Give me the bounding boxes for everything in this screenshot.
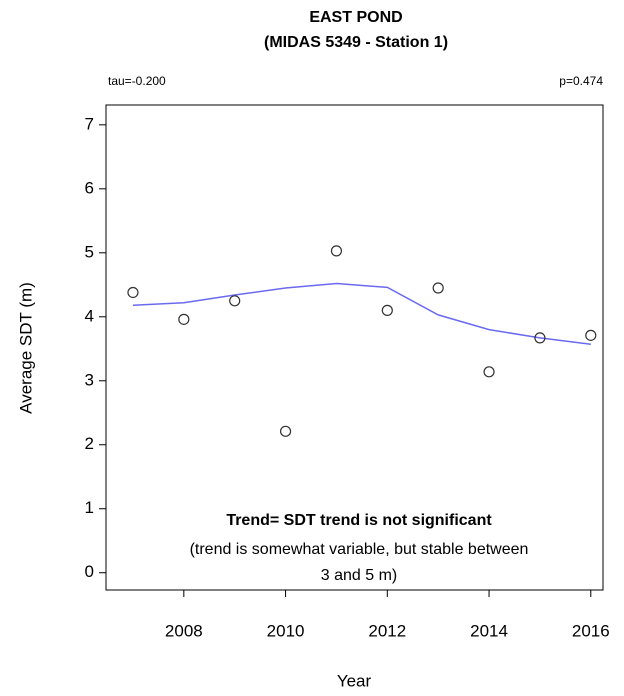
y-axis-label: Average SDT (m)	[16, 282, 35, 414]
x-axis-label: Year	[337, 671, 372, 690]
y-tick-label: 2	[85, 434, 94, 453]
annotation: (trend is somewhat variable, but stable …	[190, 541, 529, 558]
data-point	[178, 313, 190, 325]
y-tick-label: 1	[85, 498, 94, 517]
y-tick-label: 5	[85, 242, 94, 261]
x-tick-label: 2016	[572, 621, 610, 640]
y-tick-label: 4	[85, 306, 94, 325]
x-tick-label: 2014	[470, 621, 508, 640]
data-point	[585, 329, 597, 341]
x-tick-label: 2008	[165, 621, 203, 640]
y-tick-label: 7	[85, 114, 94, 133]
data-point	[127, 286, 139, 299]
trend-line	[132, 282, 591, 346]
data-point	[483, 366, 495, 378]
data-point	[432, 282, 444, 294]
chart-title: EAST POND	[309, 9, 402, 26]
y-tick-label: 3	[85, 370, 94, 389]
data-point	[229, 295, 241, 307]
data-point	[330, 245, 343, 257]
y-tick-label: 6	[85, 178, 94, 197]
p-label: p=0.474	[559, 74, 603, 88]
annotation: 3 and 5 m)	[321, 567, 397, 584]
y-tick-label: 0	[85, 562, 94, 581]
tau-label: tau=-0.200	[108, 74, 166, 88]
data-point	[279, 425, 292, 437]
data-point	[381, 304, 393, 316]
data-point	[534, 332, 546, 344]
plot-frame	[105, 104, 604, 591]
x-tick-label: 2010	[267, 621, 305, 640]
chart-subtitle: (MIDAS 5349 - Station 1)	[264, 34, 448, 51]
annotation: Trend= SDT trend is not significant	[226, 512, 492, 529]
x-tick-label: 2012	[368, 621, 406, 640]
